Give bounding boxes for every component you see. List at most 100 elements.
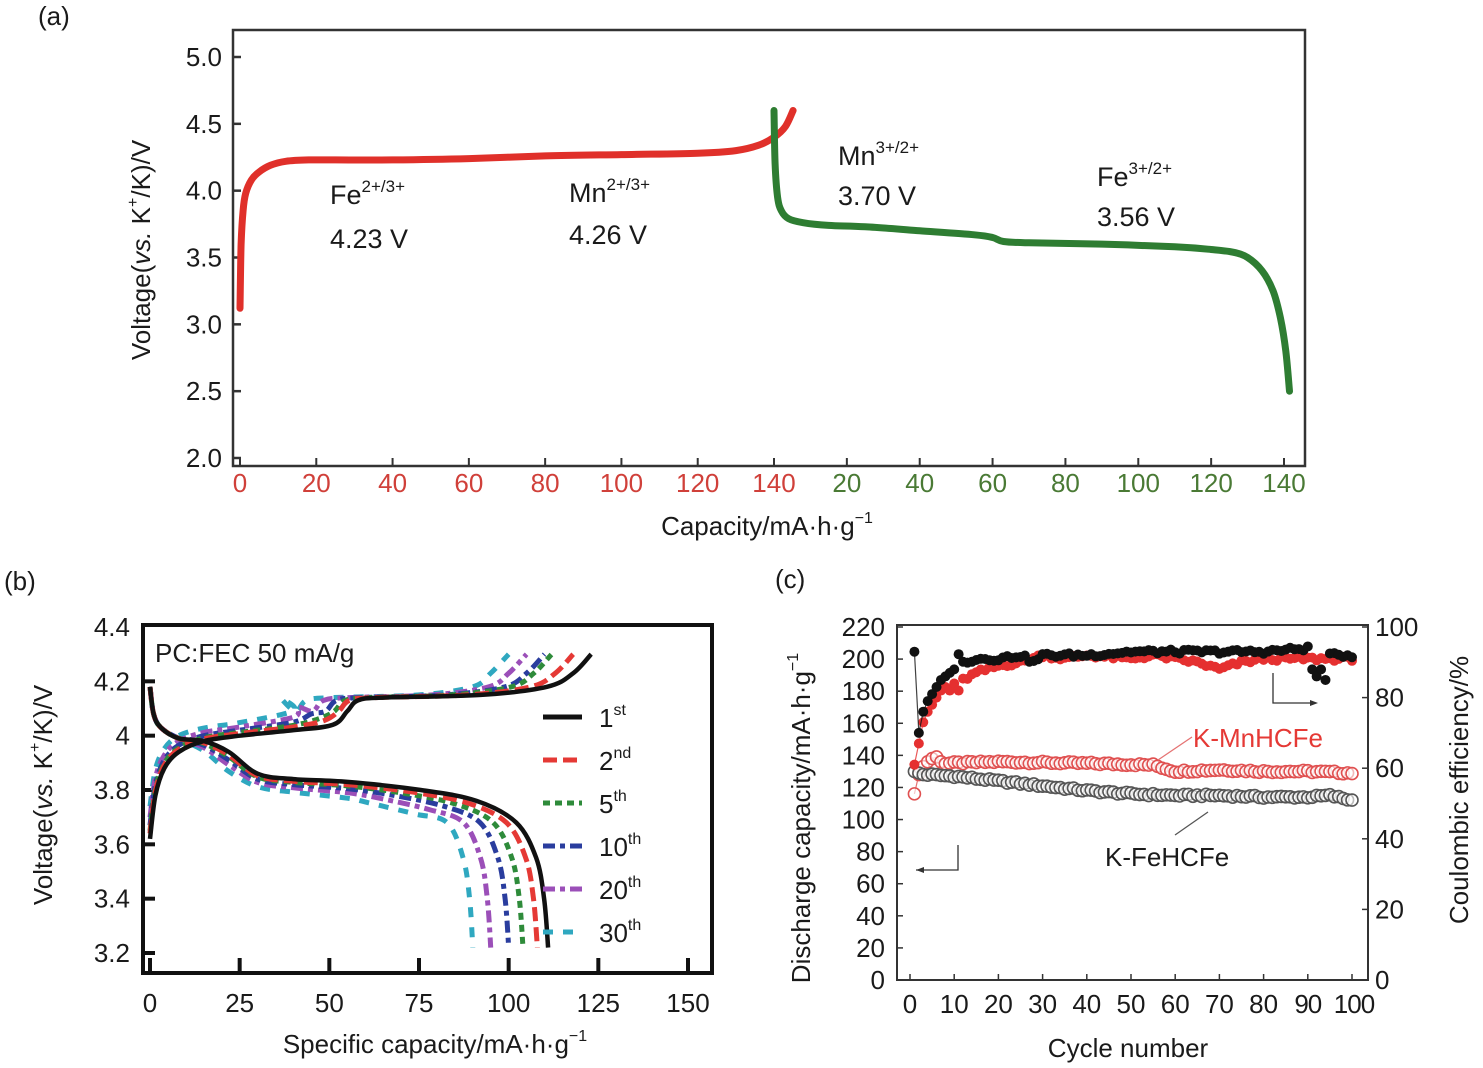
data-point <box>909 759 920 770</box>
data-point <box>953 649 964 660</box>
panel-a-frame <box>231 28 1307 468</box>
data-point <box>1347 652 1357 663</box>
left-y-tick-label: 120 <box>842 772 885 802</box>
annotation-mn-charge: Mn2+/3+ <box>569 175 650 208</box>
x-tick-label-charge: 100 <box>600 468 643 498</box>
cycle-2-discharge-curve <box>147 686 540 948</box>
x-tick-label: 50 <box>315 988 344 1018</box>
x-tick-label: 60 <box>1161 989 1190 1019</box>
x-tick-label: 80 <box>1249 989 1278 1019</box>
data-point <box>949 664 960 675</box>
annotation-fe-discharge: Fe3+/2+ <box>1097 159 1172 192</box>
x-tick-label: 75 <box>405 988 434 1018</box>
panel-b: (b) PC:FEC 50 mA/g 3.2 3.4 3.6 3.8 4 4.2 4.4 0… <box>4 566 714 1059</box>
legend-label-cycle-5: 5th <box>599 788 627 819</box>
data-point <box>918 706 929 717</box>
x-tick-label: 70 <box>1205 989 1234 1019</box>
cycle-1-discharge-curve <box>147 686 551 948</box>
k-fehcfe-leader-line <box>1174 811 1209 836</box>
left-y-tick-label: 20 <box>856 933 885 963</box>
panel-b-label: (b) <box>4 566 36 596</box>
data-point <box>907 787 922 801</box>
panel-b-y-ticks: 3.2 3.4 3.6 3.8 4 4.2 4.4 <box>94 612 155 968</box>
x-tick-label: 0 <box>143 988 157 1018</box>
panel-a-series <box>236 107 1293 395</box>
annotation-mn-charge-value: 4.26 V <box>569 220 647 250</box>
x-tick-label: 50 <box>1117 989 1146 1019</box>
panel-c-left-y-axis-title: Discharge capacity/mA·h·g−1 <box>785 653 816 983</box>
x-tick-label-discharge: 80 <box>1051 468 1080 498</box>
left-y-tick-label: 200 <box>842 644 885 674</box>
left-y-tick-label: 60 <box>856 869 885 899</box>
panel-a-y-ticks: 2.0 2.5 3.0 3.5 4.0 4.5 5.0 <box>186 42 241 473</box>
x-tick-label: 150 <box>666 988 709 1018</box>
y-tick-label: 4.4 <box>94 612 130 642</box>
panel-b-legend: 1st 2nd 5th 10th 20th 30th <box>543 702 641 948</box>
x-tick-label: 40 <box>1072 989 1101 1019</box>
left-y-tick-label: 100 <box>842 805 885 835</box>
k-mnhcfe-label: K-MnHCFe <box>1193 723 1323 753</box>
x-tick-label-discharge: 140 <box>1262 468 1305 498</box>
x-tick-label: 10 <box>940 989 969 1019</box>
series-k-mnhcfe-capacity <box>907 750 1359 801</box>
left-y-tick-label: 160 <box>842 708 885 738</box>
x-tick-label: 20 <box>984 989 1013 1019</box>
x-tick-label-charge: 140 <box>752 468 795 498</box>
data-point <box>909 646 920 657</box>
x-tick-label-charge: 20 <box>302 468 331 498</box>
panel-b-x-ticks: 0 25 50 75 100 125 150 <box>143 958 710 1018</box>
legend-label-cycle-10: 10th <box>599 831 641 862</box>
cycle-5-charge-curve <box>147 652 554 832</box>
left-y-tick-label: 0 <box>871 965 885 995</box>
panel-c-label: (c) <box>775 564 805 594</box>
annotation-mn-discharge: Mn3+/2+ <box>838 138 919 171</box>
x-tick-label-discharge: 60 <box>978 468 1007 498</box>
panel-b-x-axis-title: Specific capacity/mA·h·g−1 <box>283 1028 587 1059</box>
panel-b-y-axis-title: Voltage(vs. K+/K)/V <box>27 684 58 905</box>
panel-a-x-ticks: 0 20 40 60 80 100 120 140 20 40 60 80 100 120 140 <box>233 458 1306 498</box>
x-tick-label: 100 <box>1334 989 1375 1019</box>
series-k-fehcfe-efficiency <box>909 641 1357 738</box>
right-arrowhead-icon <box>1310 700 1318 706</box>
y-tick-label: 4.2 <box>94 666 130 696</box>
left-y-tick-label: 220 <box>842 612 885 642</box>
left-y-tick-label: 180 <box>842 676 885 706</box>
right-axis-indicator-arrow <box>1272 673 1315 704</box>
panel-a-label: (a) <box>38 1 70 31</box>
right-y-tick-label: 80 <box>1375 683 1404 713</box>
right-y-tick-label: 0 <box>1375 965 1389 995</box>
data-point <box>1316 664 1327 675</box>
data-point <box>953 685 964 696</box>
y-tick-label: 4 <box>116 721 130 751</box>
x-tick-label-charge: 60 <box>454 468 483 498</box>
y-tick-label: 2.0 <box>186 443 222 473</box>
series-k-fehcfe-capacity <box>907 764 1359 807</box>
cycle-20-charge-curve <box>147 652 529 818</box>
x-tick-label: 0 <box>903 989 917 1019</box>
data-point <box>913 727 924 738</box>
x-tick-label: 30 <box>1028 989 1057 1019</box>
x-tick-label-discharge: 40 <box>905 468 934 498</box>
k-fehcfe-label: K-FeHCFe <box>1105 842 1229 872</box>
cycle-2-charge-curve <box>147 652 576 834</box>
left-y-tick-label: 140 <box>842 740 885 770</box>
legend-label-cycle-2: 2nd <box>599 745 631 776</box>
annotation-mn-discharge-value: 3.70 V <box>838 181 916 211</box>
data-point <box>1345 793 1359 807</box>
panel-a: (a) 2.0 2.5 3.0 3.5 4.0 4.5 5.0 0 20 40 60 80 100 12… <box>38 1 1307 541</box>
y-tick-label: 4.5 <box>186 109 222 139</box>
charge-curve <box>236 107 797 312</box>
x-tick-label-discharge: 100 <box>1117 468 1160 498</box>
panel-b-series <box>147 652 593 948</box>
panel-b-frame <box>141 623 714 975</box>
right-y-tick-label: 20 <box>1375 894 1404 924</box>
y-tick-label: 3.8 <box>94 775 130 805</box>
panel-c-x-ticks: 0 10 20 30 40 50 60 70 80 90 100 <box>903 974 1376 1019</box>
panel-a-x-axis-title: Capacity/mA·h·g−1 <box>661 510 873 541</box>
x-tick-label: 25 <box>225 988 254 1018</box>
legend-label-cycle-20: 20th <box>599 874 641 905</box>
x-tick-label-charge: 80 <box>531 468 560 498</box>
data-point <box>1320 674 1331 685</box>
